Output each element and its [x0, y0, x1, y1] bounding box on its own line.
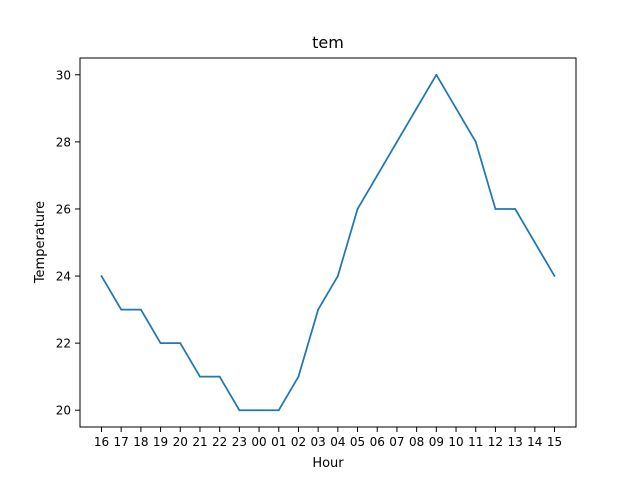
x-tick-label: 03	[311, 435, 326, 449]
data-point	[199, 375, 201, 378]
x-tick-label: 06	[370, 435, 385, 449]
data-point	[139, 308, 142, 311]
x-tick-label: 08	[409, 435, 424, 449]
data-point	[474, 140, 477, 143]
x-tick-label: 07	[389, 435, 404, 449]
x-tick-label: 23	[232, 435, 247, 449]
y-tick-label: 26	[56, 202, 71, 216]
data-point	[336, 275, 339, 277]
x-tick-label: 09	[429, 435, 444, 449]
x-tick-label: 12	[488, 435, 503, 449]
x-tick-label: 04	[330, 435, 345, 449]
data-point	[415, 107, 418, 110]
data-point	[494, 208, 497, 210]
data-point	[376, 174, 379, 177]
data-point	[218, 375, 221, 378]
series-line	[100, 73, 556, 412]
plot-frame	[79, 57, 577, 428]
x-axis-label: Hour	[312, 456, 344, 471]
x-tick-label: 20	[173, 435, 188, 449]
data-point	[120, 308, 123, 311]
y-tick-label: 22	[56, 337, 71, 351]
data-point	[533, 241, 536, 244]
data-point	[396, 140, 398, 143]
x-tick-label: 14	[527, 435, 542, 449]
data-point	[297, 375, 300, 378]
x-tick-label: 17	[114, 435, 129, 449]
x-tick-label: 22	[212, 435, 227, 449]
data-point	[277, 409, 280, 412]
x-tick-label: 00	[251, 435, 266, 449]
data-point	[258, 409, 260, 412]
data-point	[553, 275, 556, 277]
data-point	[179, 342, 182, 345]
x-tick-label: 02	[291, 435, 306, 449]
data-point	[514, 208, 517, 210]
y-tick-label: 24	[56, 270, 71, 284]
y-tick-label: 20	[56, 404, 71, 418]
data-point	[100, 275, 103, 277]
data-point	[159, 342, 162, 345]
x-tick-label: 01	[271, 435, 286, 449]
data-point	[435, 73, 438, 76]
y-tick-label: 28	[56, 135, 71, 149]
x-tick-label: 10	[448, 435, 463, 449]
x-tick-label: 15	[547, 435, 562, 449]
x-tick-label: 05	[350, 435, 365, 449]
x-tick-label: 16	[94, 435, 109, 449]
chart-title: tem	[312, 33, 344, 52]
data-point	[455, 107, 457, 110]
x-tick-label: 13	[507, 435, 522, 449]
plot-area: 16 17 18 19 20 21 22 23 00 01 02 03 04 05 06 07 08 09 10 11…	[56, 68, 562, 449]
y-tick-label: 30	[56, 68, 71, 82]
y-axis-label: Temperature	[33, 201, 48, 284]
x-tick-label: 21	[192, 435, 207, 449]
x-tick-label: 11	[468, 435, 483, 449]
data-point	[317, 308, 320, 311]
data-point	[356, 208, 359, 210]
x-tick-label: 19	[153, 435, 168, 449]
x-tick-label: 18	[133, 435, 148, 449]
data-point	[238, 409, 241, 412]
